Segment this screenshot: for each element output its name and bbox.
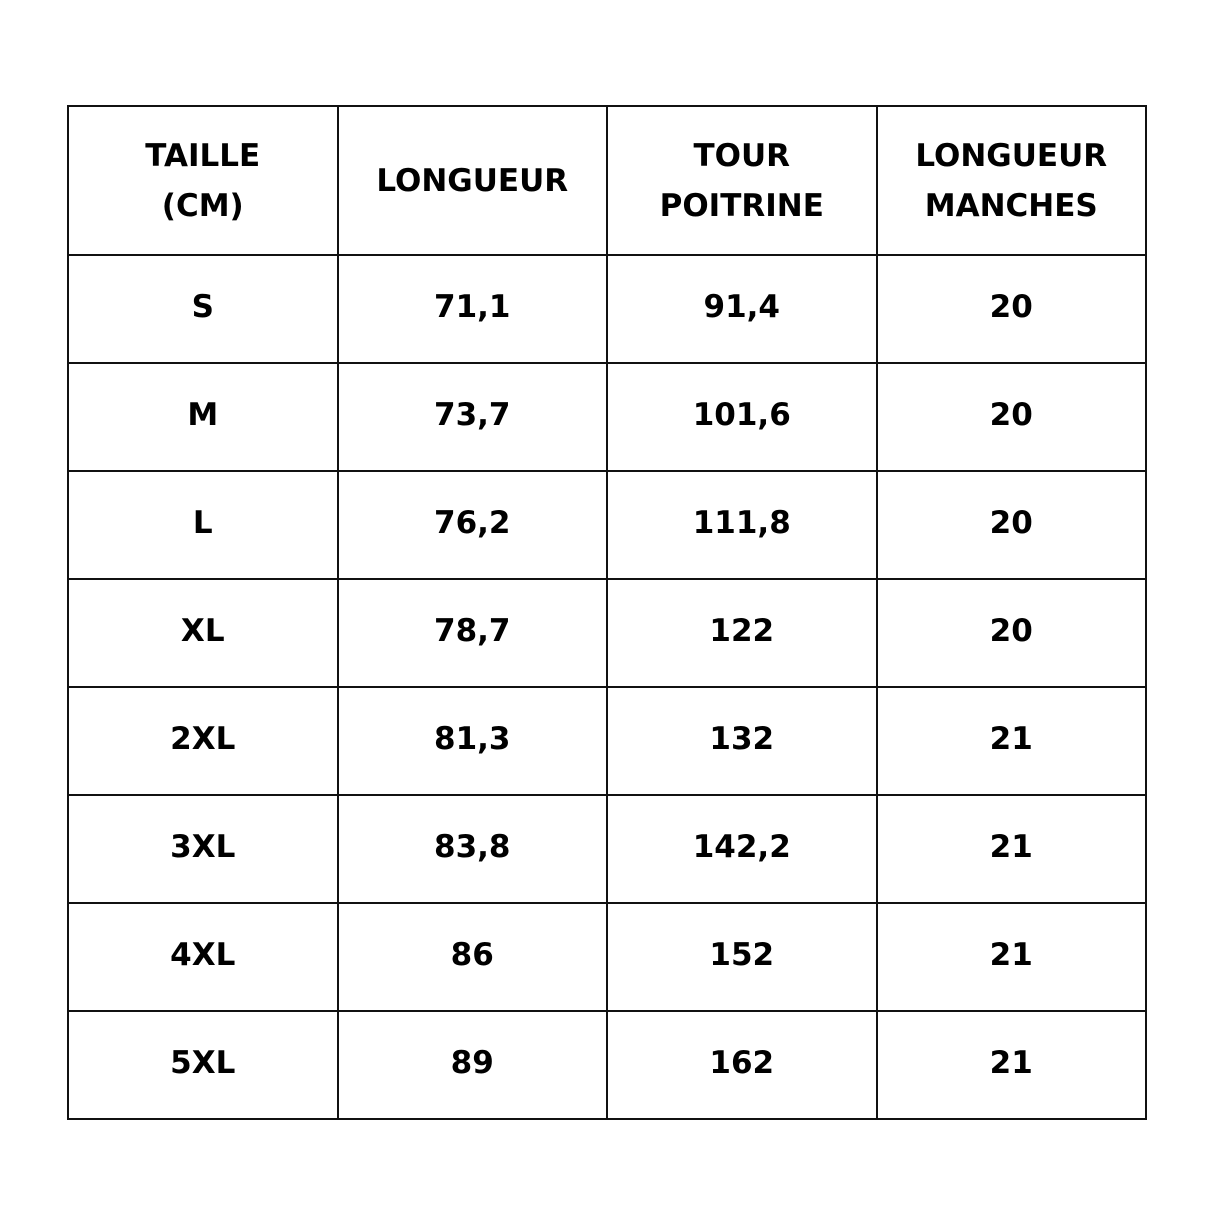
cell-tour-poitrine: 122 [606,578,878,688]
header-line: MANCHES [924,187,1098,224]
table-row: 2XL 81,3 132 21 [67,686,1147,796]
header-tour-poitrine: TOUR POITRINE [606,105,878,256]
header-line: LONGUEUR [915,137,1108,174]
cell-longueur: 76,2 [336,470,608,580]
cell-tour-poitrine: 101,6 [606,362,878,472]
cell-taille: 3XL [67,794,339,904]
cell-tour-poitrine: 142,2 [606,794,878,904]
header-line: TOUR [693,137,791,174]
cell-longueur-manches: 21 [875,686,1147,796]
cell-longueur-manches: 21 [875,1010,1147,1120]
header-line: LONGUEUR [376,162,569,199]
cell-longueur-manches: 20 [875,254,1147,364]
cell-longueur-manches: 21 [875,794,1147,904]
cell-taille: 5XL [67,1010,339,1120]
header-line: TAILLE [145,137,261,174]
cell-longueur-manches: 21 [875,902,1147,1012]
header-line: (CM) [161,187,244,224]
cell-longueur-manches: 20 [875,362,1147,472]
cell-tour-poitrine: 132 [606,686,878,796]
cell-longueur: 78,7 [336,578,608,688]
cell-tour-poitrine: 91,4 [606,254,878,364]
cell-taille: 4XL [67,902,339,1012]
table-row: S 71,1 91,4 20 [67,254,1147,364]
cell-taille: L [67,470,339,580]
header-longueur-manches: LONGUEUR MANCHES [875,105,1147,256]
cell-longueur-manches: 20 [875,470,1147,580]
cell-taille: XL [67,578,339,688]
table-row: 5XL 89 162 21 [67,1010,1147,1120]
header-taille: TAILLE (CM) [67,105,339,256]
cell-taille: 2XL [67,686,339,796]
header-row: TAILLE (CM) LONGUEUR TOUR POITRINE LONGU… [67,105,1147,256]
size-chart-table: TAILLE (CM) LONGUEUR TOUR POITRINE LONGU… [67,105,1147,1120]
cell-taille: S [67,254,339,364]
header-line: POITRINE [659,187,824,224]
header-longueur: LONGUEUR [336,105,608,256]
cell-longueur: 73,7 [336,362,608,472]
cell-longueur: 71,1 [336,254,608,364]
cell-tour-poitrine: 111,8 [606,470,878,580]
table-row: 3XL 83,8 142,2 21 [67,794,1147,904]
table-row: M 73,7 101,6 20 [67,362,1147,472]
cell-tour-poitrine: 162 [606,1010,878,1120]
table-row: 4XL 86 152 21 [67,902,1147,1012]
table-row: XL 78,7 122 20 [67,578,1147,688]
cell-longueur: 89 [336,1010,608,1120]
cell-taille: M [67,362,339,472]
cell-longueur: 83,8 [336,794,608,904]
cell-tour-poitrine: 152 [606,902,878,1012]
table-row: L 76,2 111,8 20 [67,470,1147,580]
cell-longueur-manches: 20 [875,578,1147,688]
cell-longueur: 81,3 [336,686,608,796]
cell-longueur: 86 [336,902,608,1012]
